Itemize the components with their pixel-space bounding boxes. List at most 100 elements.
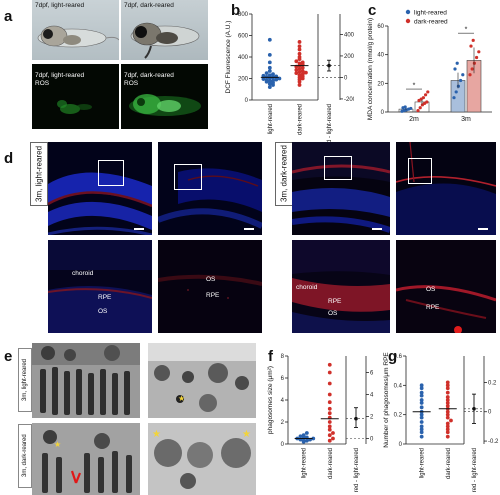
data-point bbox=[267, 73, 272, 78]
retina-dark-red-overview bbox=[396, 142, 496, 235]
data-point bbox=[445, 434, 450, 439]
y-tick-label: 0.4 bbox=[394, 383, 403, 389]
data-point bbox=[419, 434, 424, 439]
data-point bbox=[419, 390, 424, 395]
diff-mean bbox=[327, 63, 331, 68]
x-category-label: dark-reared bbox=[298, 104, 304, 135]
data-point bbox=[267, 81, 272, 86]
data-point bbox=[297, 66, 302, 71]
retina-light-red-zoom: OS RPE bbox=[158, 240, 262, 333]
data-point bbox=[445, 380, 450, 385]
legend-label: light-reared bbox=[414, 10, 447, 17]
data-point bbox=[267, 37, 272, 42]
zoom-light-merge-image bbox=[48, 240, 152, 333]
data-point bbox=[419, 398, 424, 402]
data-point bbox=[327, 392, 332, 397]
tem-dark-high-image: ★ ★ bbox=[152, 429, 251, 489]
zoom-light-red-image bbox=[158, 274, 262, 299]
label-a-br: 7dpf, dark-reared bbox=[124, 72, 174, 79]
larva-brightfield-light: 7dpf, light-reared bbox=[32, 0, 119, 60]
data-point bbox=[472, 61, 476, 65]
panel-letter-a: a bbox=[4, 8, 13, 25]
data-point bbox=[267, 65, 272, 70]
data-point bbox=[261, 77, 266, 81]
data-point bbox=[445, 424, 450, 429]
data-point bbox=[452, 96, 456, 100]
label-os-3: OS bbox=[328, 310, 338, 317]
data-point bbox=[455, 61, 459, 65]
zoom-box-d2 bbox=[174, 164, 202, 190]
data-point bbox=[445, 401, 450, 405]
data-point bbox=[300, 60, 305, 65]
data-point bbox=[297, 44, 302, 49]
y2-tick-label: 4 bbox=[370, 393, 374, 399]
data-point bbox=[419, 420, 424, 424]
y-tick-label: 2 bbox=[281, 420, 285, 426]
scale-bar bbox=[478, 228, 488, 230]
data-point bbox=[477, 50, 481, 54]
y2-tick-label: 0 bbox=[488, 410, 492, 416]
data-point bbox=[453, 67, 457, 71]
y-tick-label: 0 bbox=[245, 98, 249, 104]
zoom-box-d1 bbox=[98, 160, 124, 186]
data-point bbox=[419, 415, 424, 420]
x-category-label: dark-reared - light-reared bbox=[327, 104, 333, 143]
x-category-label: dark-reared - light-reared bbox=[472, 448, 478, 492]
y-tick-label: 200 bbox=[238, 77, 249, 83]
label-rpe-4: RPE bbox=[426, 304, 440, 311]
data-point bbox=[297, 83, 302, 87]
retina-dark-red-zoom: OS RPE bbox=[396, 240, 496, 333]
retina-dark-merge-zoom: choroid RPE OS bbox=[292, 240, 390, 333]
data-point bbox=[300, 72, 305, 77]
data-point bbox=[445, 395, 450, 399]
data-point bbox=[456, 84, 460, 88]
retina-dark-merge-image bbox=[292, 142, 390, 233]
data-point bbox=[304, 438, 309, 443]
y2-tick-label: 6 bbox=[370, 371, 374, 377]
data-point bbox=[300, 69, 305, 73]
y2-tick-label: 0 bbox=[370, 437, 374, 443]
data-point bbox=[297, 70, 302, 74]
data-point bbox=[294, 68, 299, 72]
retina-light-merge-overview bbox=[48, 142, 152, 235]
larva-light-image bbox=[37, 25, 119, 48]
panel-letter-b: b bbox=[231, 2, 241, 19]
data-point bbox=[445, 421, 450, 426]
data-point bbox=[327, 427, 332, 432]
x-category-label: 2m bbox=[409, 116, 419, 123]
svg-text:★: ★ bbox=[178, 394, 185, 403]
data-point bbox=[297, 73, 302, 78]
y2-tick-label: 2 bbox=[370, 415, 374, 421]
y-tick-label: 40 bbox=[377, 53, 384, 59]
data-point bbox=[327, 400, 332, 405]
data-point bbox=[301, 438, 306, 443]
significance-mark: * bbox=[413, 83, 416, 90]
tem-light-low bbox=[32, 343, 140, 418]
label-a-tr: 7dpf, dark-reared bbox=[124, 2, 174, 9]
y-axis-label: MDA concentration (nmol/g protein) bbox=[367, 18, 374, 120]
data-point bbox=[419, 393, 424, 398]
data-point bbox=[449, 418, 453, 423]
label-e-dark: 3m, dark-reared bbox=[18, 424, 32, 488]
zoom-dark-merge-image bbox=[292, 240, 390, 333]
y-axis-label: Number of phagosomes/μm RPE bbox=[383, 352, 390, 448]
data-point bbox=[445, 398, 450, 402]
label-d-dark: 3m, dark-reared bbox=[275, 142, 293, 206]
data-point bbox=[297, 51, 302, 56]
panel-letter-e: e bbox=[4, 348, 13, 365]
label-d-light: 3m, light-reared bbox=[30, 142, 48, 206]
data-point bbox=[294, 71, 299, 76]
data-point bbox=[271, 78, 275, 83]
data-point bbox=[327, 406, 332, 411]
data-point bbox=[418, 106, 422, 110]
data-point bbox=[425, 100, 429, 104]
data-point bbox=[419, 383, 424, 388]
data-point bbox=[267, 79, 272, 84]
data-point bbox=[264, 71, 269, 76]
tem-light-high-image: ★ bbox=[148, 343, 256, 412]
larva-dark-image bbox=[130, 22, 200, 59]
data-point bbox=[471, 38, 475, 42]
label-rpe-2: RPE bbox=[206, 292, 220, 299]
data-point bbox=[419, 405, 424, 410]
y-tick-label: 60 bbox=[377, 24, 384, 30]
